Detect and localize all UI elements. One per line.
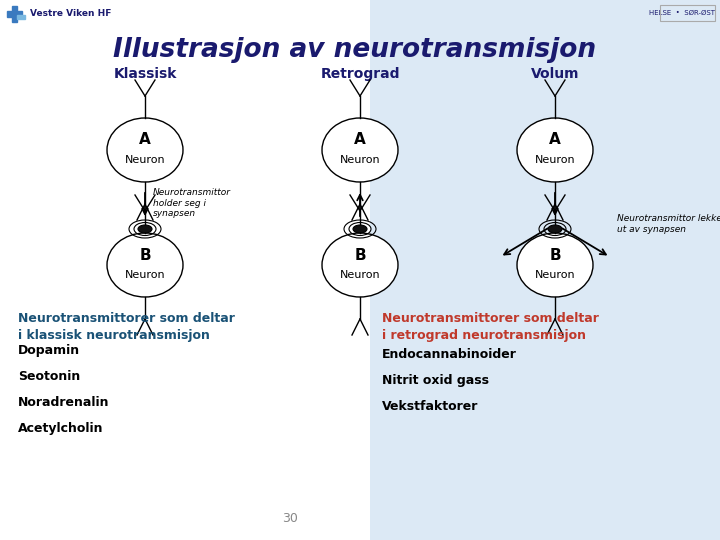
- Bar: [12, 6, 17, 22]
- Text: Illustrasjon av neurotransmisjon: Illustrasjon av neurotransmisjon: [114, 37, 597, 63]
- Text: Neurotransmittorer som deltar
i retrograd neurotransmisjon: Neurotransmittorer som deltar i retrogra…: [382, 312, 599, 342]
- Text: HELSE  •  SØR-ØST: HELSE • SØR-ØST: [649, 10, 715, 16]
- Ellipse shape: [138, 225, 152, 233]
- Text: 30: 30: [282, 512, 298, 525]
- Bar: [17, 15, 25, 19]
- Text: Seotonin: Seotonin: [18, 370, 80, 383]
- Ellipse shape: [107, 118, 183, 182]
- Text: Vekstfaktorer: Vekstfaktorer: [382, 400, 478, 413]
- Text: Neurotransmittor
holder seg i
synapsen: Neurotransmittor holder seg i synapsen: [153, 188, 231, 218]
- Ellipse shape: [107, 233, 183, 297]
- Text: Neuron: Neuron: [125, 270, 166, 280]
- Text: Dopamin: Dopamin: [18, 344, 80, 357]
- Ellipse shape: [353, 225, 367, 233]
- Bar: [7, 11, 22, 17]
- Text: A: A: [549, 132, 561, 147]
- Text: Endocannabinoider: Endocannabinoider: [382, 348, 517, 361]
- Text: Acetylcholin: Acetylcholin: [18, 422, 104, 435]
- Text: Neuron: Neuron: [535, 155, 575, 165]
- Text: B: B: [354, 247, 366, 262]
- Text: B: B: [139, 247, 150, 262]
- Text: Neurotransmittor lekker
ut av synapsen: Neurotransmittor lekker ut av synapsen: [617, 214, 720, 234]
- Text: Neuron: Neuron: [535, 270, 575, 280]
- Ellipse shape: [517, 233, 593, 297]
- Text: A: A: [139, 132, 151, 147]
- Text: Vestre Viken HF: Vestre Viken HF: [30, 9, 112, 17]
- Text: Klassisk: Klassisk: [113, 67, 176, 81]
- Polygon shape: [370, 0, 720, 540]
- Text: Nitrit oxid gass: Nitrit oxid gass: [382, 374, 489, 387]
- Text: Retrograd: Retrograd: [320, 67, 400, 81]
- Text: B: B: [549, 247, 561, 262]
- Text: A: A: [354, 132, 366, 147]
- Text: Neuron: Neuron: [340, 155, 380, 165]
- Text: Neurotransmittorer som deltar
i klassisk neurotransmisjon: Neurotransmittorer som deltar i klassisk…: [18, 312, 235, 342]
- Text: Noradrenalin: Noradrenalin: [18, 396, 109, 409]
- Ellipse shape: [322, 118, 398, 182]
- Ellipse shape: [322, 233, 398, 297]
- Ellipse shape: [517, 118, 593, 182]
- Text: Volum: Volum: [531, 67, 580, 81]
- Ellipse shape: [548, 225, 562, 233]
- Text: Neuron: Neuron: [340, 270, 380, 280]
- Text: Neuron: Neuron: [125, 155, 166, 165]
